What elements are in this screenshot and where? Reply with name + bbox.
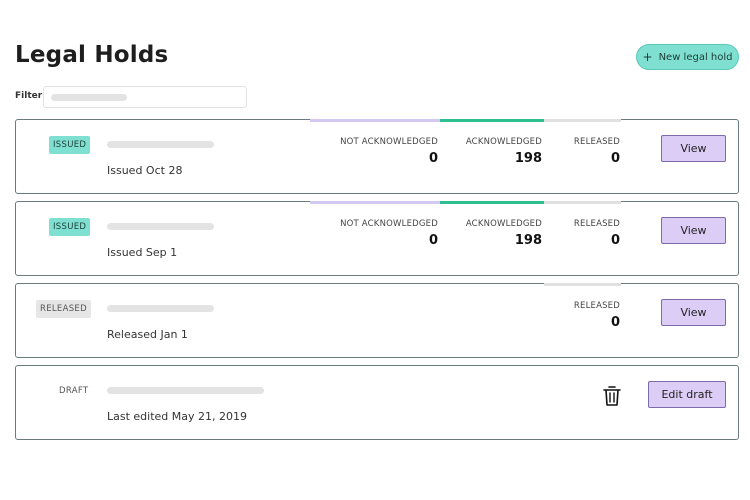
acknowledged-stat: ACKNOWLEDGED 198 <box>466 219 542 248</box>
filter-input[interactable] <box>43 86 247 108</box>
released-bar <box>544 119 621 122</box>
filter-placeholder <box>51 94 127 101</box>
released-bar <box>544 201 621 204</box>
released-stat: RELEASED 0 <box>574 137 620 166</box>
status-badge: ISSUED <box>49 136 91 154</box>
stat-label: RELEASED <box>573 219 620 229</box>
hold-name-placeholder <box>107 387 264 394</box>
status-badge: RELEASED <box>36 300 91 318</box>
status-badge: DRAFT <box>59 386 89 396</box>
not-acknowledged-stat: NOT ACKNOWLEDGED 0 <box>340 137 438 166</box>
acknowledged-bar <box>440 201 544 204</box>
released-bar <box>544 283 621 286</box>
released-stat: RELEASED 0 <box>574 219 620 248</box>
legal-hold-card: DRAFT Last edited May 21, 2019 Edit draf… <box>15 365 739 440</box>
hold-name-placeholder <box>107 223 214 230</box>
legal-hold-card: RELEASED Released Jan 1 RELEASED 0 View <box>15 283 739 358</box>
stat-value: 198 <box>514 233 542 248</box>
hold-date: Released Jan 1 <box>107 328 188 341</box>
hold-name-placeholder <box>107 305 214 312</box>
stat-label: RELEASED <box>573 301 620 311</box>
hold-name-placeholder <box>107 141 214 148</box>
new-legal-hold-label: New legal hold <box>658 51 733 63</box>
hold-date: Issued Oct 28 <box>107 164 183 177</box>
stat-label: ACKNOWLEDGED <box>465 219 542 229</box>
legal-hold-card: ISSUED Issued Sep 1 NOT ACKNOWLEDGED 0 A… <box>15 201 739 276</box>
acknowledged-stat: ACKNOWLEDGED 198 <box>466 137 542 166</box>
stat-value: 0 <box>610 233 620 248</box>
filter-label: Filter <box>15 91 43 101</box>
not-acknowledged-stat: NOT ACKNOWLEDGED 0 <box>340 219 438 248</box>
stat-value: 0 <box>610 151 620 166</box>
view-button[interactable]: View <box>661 217 726 244</box>
stat-value: 0 <box>610 315 620 330</box>
not-acknowledged-bar <box>310 119 440 122</box>
stat-label: ACKNOWLEDGED <box>465 137 542 147</box>
page-title: Legal Holds <box>15 42 169 68</box>
stat-label: RELEASED <box>573 137 620 147</box>
plus-icon: + <box>642 50 653 64</box>
hold-date: Last edited May 21, 2019 <box>107 410 247 423</box>
edit-draft-button[interactable]: Edit draft <box>648 381 726 408</box>
new-legal-hold-button[interactable]: + New legal hold <box>636 44 739 70</box>
stat-value: 198 <box>514 151 542 166</box>
status-badge: ISSUED <box>49 218 91 236</box>
stat-value: 0 <box>428 151 438 166</box>
view-button[interactable]: View <box>661 135 726 162</box>
stat-value: 0 <box>428 233 438 248</box>
legal-hold-card: ISSUED Issued Oct 28 NOT ACKNOWLEDGED 0 … <box>15 119 739 194</box>
released-stat: RELEASED 0 <box>574 301 620 330</box>
acknowledged-bar <box>440 119 544 122</box>
trash-icon[interactable] <box>603 385 621 407</box>
view-button[interactable]: View <box>661 299 726 326</box>
hold-date: Issued Sep 1 <box>107 246 178 259</box>
not-acknowledged-bar <box>310 201 440 204</box>
stat-label: NOT ACKNOWLEDGED <box>340 137 438 147</box>
stat-label: NOT ACKNOWLEDGED <box>340 219 438 229</box>
